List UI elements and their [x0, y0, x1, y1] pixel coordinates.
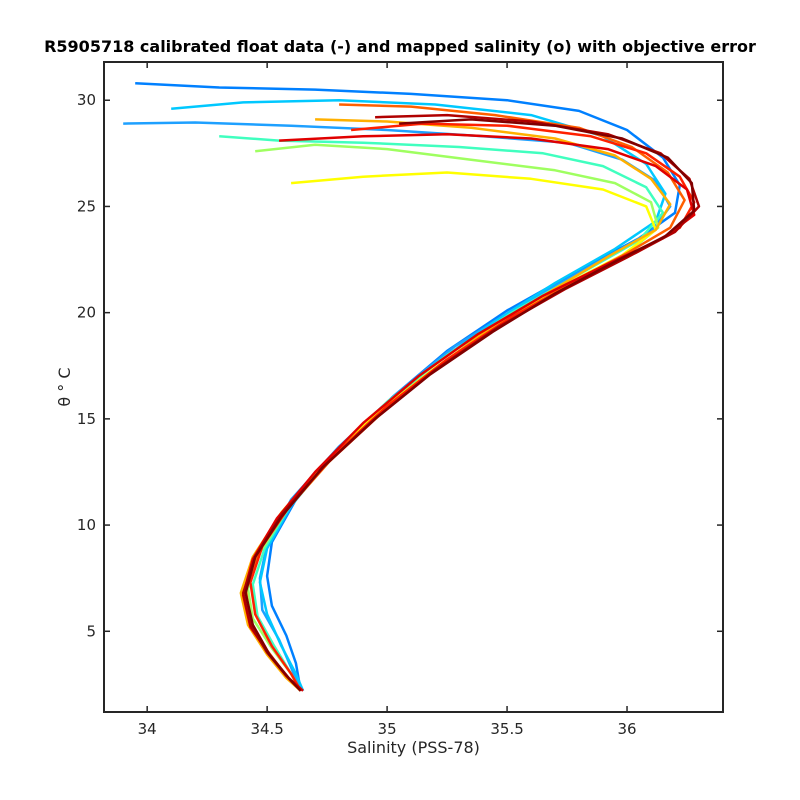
x-tick-label: 35.5 [490, 720, 523, 738]
x-tick-label: 34 [138, 720, 157, 738]
axes-frame [103, 61, 724, 713]
x-axis-label: Salinity (PSS-78) [347, 738, 480, 757]
x-tick-label: 35 [378, 720, 397, 738]
profile-line-11 [244, 118, 696, 692]
series-layer [123, 81, 701, 692]
x-tick-label: 36 [617, 720, 636, 738]
profile-line-8 [249, 122, 696, 692]
y-tick-label: 15 [77, 410, 96, 428]
y-tick-label: 20 [77, 304, 96, 322]
x-tick-label: 34.5 [250, 720, 283, 738]
y-axis-label: θ ° C [55, 367, 74, 406]
profile-line-1 [123, 121, 672, 692]
y-tick-label: 25 [77, 197, 96, 215]
y-tick-label: 30 [77, 91, 96, 109]
chart-title: R5905718 calibrated float data (-) and m… [44, 37, 756, 56]
y-tick-label: 10 [77, 516, 96, 534]
profile-line-2 [171, 98, 667, 692]
y-tick-label: 5 [86, 622, 96, 640]
